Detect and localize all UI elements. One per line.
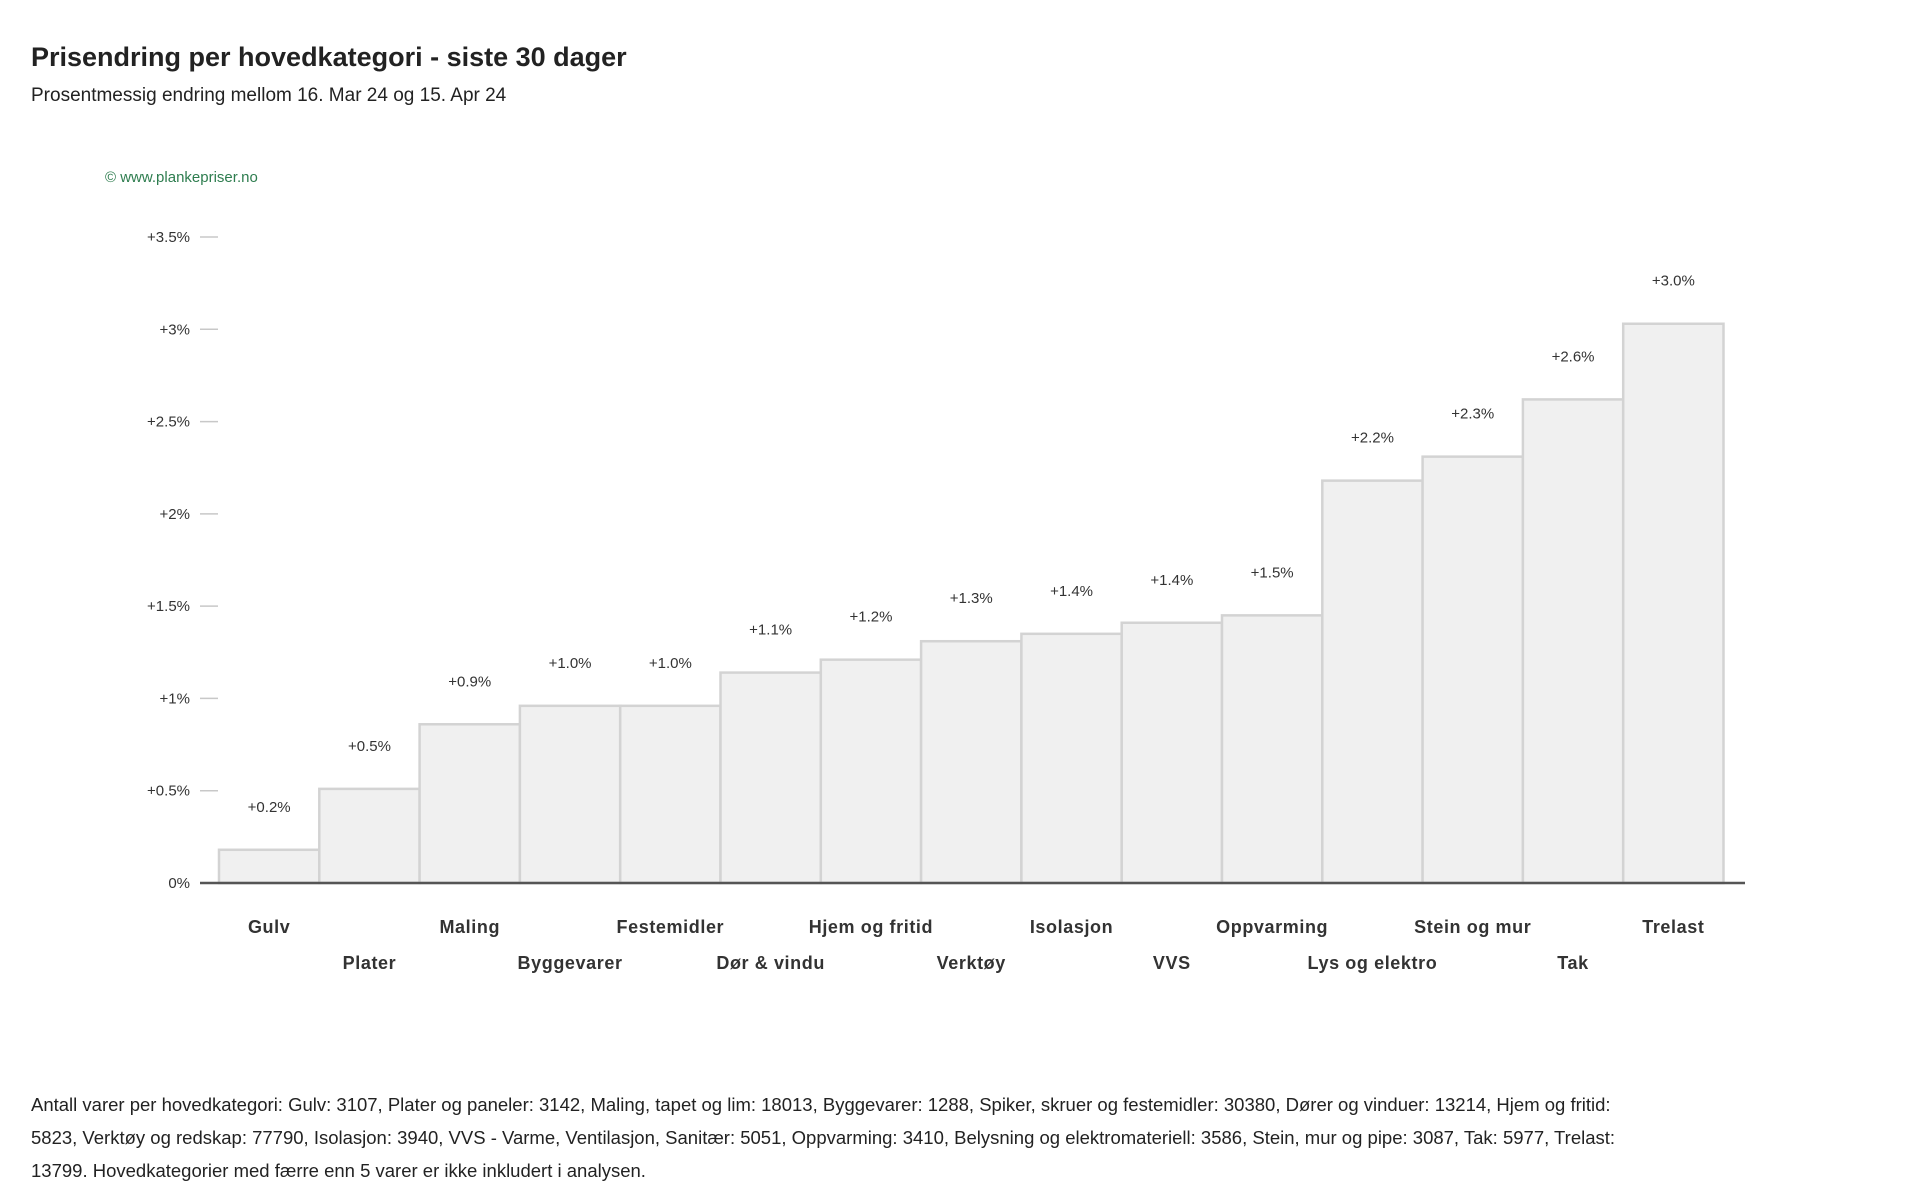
y-tick-label: +1.5% <box>147 598 190 615</box>
data-label: +0.9% <box>448 673 491 690</box>
x-tick-label: Maling <box>439 917 500 937</box>
bar <box>719 671 823 885</box>
bar-chart: © www.plankepriser.no 0% +0.5% +1% +1.5% +2%… <box>105 169 1745 973</box>
page-title: Prisendring per hovedkategori - siste 30… <box>31 42 627 72</box>
y-tick-label: +3.5% <box>147 229 190 246</box>
x-tick-label: Hjem og fritid <box>809 917 933 937</box>
x-tick-label: Stein og mur <box>1414 917 1531 937</box>
page-subtitle: Prosentmessig endring mellom 16. Mar 24 … <box>31 85 507 106</box>
bar <box>919 639 1023 885</box>
bar <box>1621 322 1725 885</box>
bar <box>318 787 421 885</box>
bar <box>1120 621 1224 885</box>
data-label: +2.3% <box>1451 406 1494 423</box>
bar <box>1220 614 1324 885</box>
x-tick-label: Gulv <box>248 917 290 937</box>
bar <box>418 723 522 885</box>
x-tick-label: Isolasjon <box>1030 917 1113 937</box>
data-labels: +0.2% +0.5% +0.9% +1.0% +1.0% +1.1% +1.2% +1.3%… <box>248 273 1695 816</box>
y-tick-label: +2% <box>160 506 190 523</box>
data-label: +1.0% <box>549 655 592 672</box>
y-tick-label: +0.5% <box>147 783 190 800</box>
x-tick-label: Plater <box>343 953 397 973</box>
bar <box>217 848 321 885</box>
x-tick-label: Trelast <box>1642 917 1704 937</box>
bar <box>518 704 622 885</box>
data-label: +3.0% <box>1652 273 1695 290</box>
data-label: +1.4% <box>1050 583 1093 600</box>
data-label: +0.2% <box>248 799 291 816</box>
data-label: +1.4% <box>1150 572 1193 589</box>
bar <box>1421 455 1525 885</box>
x-tick-label: Byggevarer <box>518 953 623 973</box>
x-tick-label: Oppvarming <box>1216 917 1328 937</box>
bars <box>217 322 1725 885</box>
data-label: +1.3% <box>950 590 993 607</box>
x-axis-labels: Gulv Plater Maling Byggevarer Festemidler Dør… <box>248 917 1704 973</box>
data-label: +1.5% <box>1251 564 1294 581</box>
data-label: +0.5% <box>348 738 391 755</box>
data-label: +1.2% <box>849 609 892 626</box>
x-tick-label: Lys og elektro <box>1308 953 1438 973</box>
y-tick-label: +3% <box>160 321 190 338</box>
y-tick-label: +2.5% <box>147 414 190 431</box>
watermark-text: © www.plankepriser.no <box>105 169 258 186</box>
x-tick-label: Dør & vindu <box>716 953 825 973</box>
data-label: +1.0% <box>649 655 692 672</box>
x-tick-label: Tak <box>1557 953 1589 973</box>
data-label: +2.2% <box>1351 430 1394 447</box>
y-tick-label: 0% <box>168 875 190 892</box>
bar <box>819 658 923 885</box>
bar <box>618 704 722 885</box>
x-tick-label: Festemidler <box>617 917 725 937</box>
x-tick-label: VVS <box>1153 953 1191 973</box>
bar <box>1321 479 1424 885</box>
y-axis: 0% +0.5% +1% +1.5% +2% +2.5% +3% +3.5% <box>147 229 218 892</box>
y-tick-label: +1% <box>160 690 190 707</box>
footnote: Antall varer per hovedkategori: Gulv: 31… <box>31 1094 1616 1181</box>
data-label: +1.1% <box>749 622 792 639</box>
data-label: +2.6% <box>1552 348 1595 365</box>
x-tick-label: Verktøy <box>937 953 1006 973</box>
bar <box>1521 398 1625 885</box>
bar <box>1020 632 1123 885</box>
